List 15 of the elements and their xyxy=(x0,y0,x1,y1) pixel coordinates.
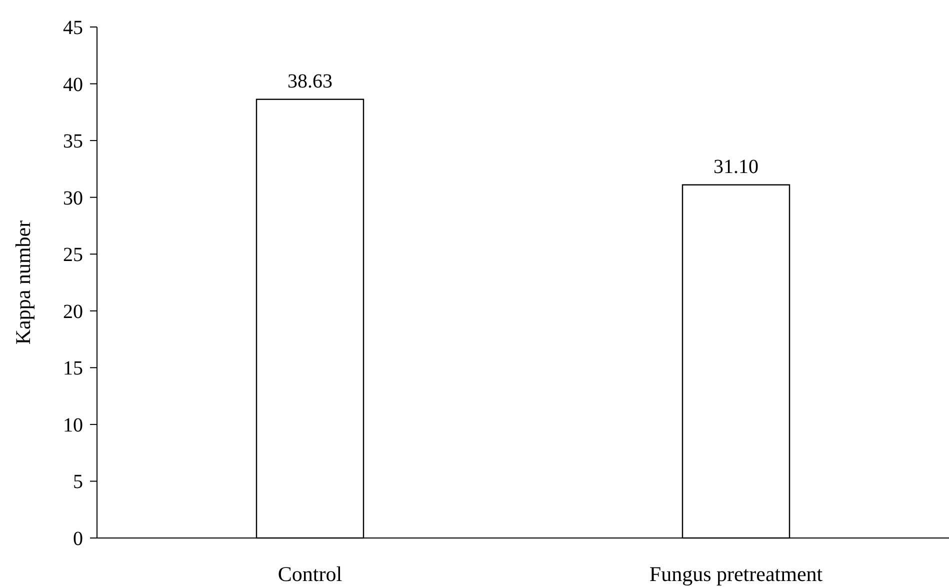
data-label: 31.10 xyxy=(714,156,758,178)
y-tick-label: 20 xyxy=(63,300,83,323)
y-tick-label: 45 xyxy=(63,17,83,39)
y-tick-label: 30 xyxy=(63,187,83,210)
x-tick-label: Control xyxy=(278,562,342,586)
data-label: 38.63 xyxy=(288,70,332,92)
y-tick-label: 15 xyxy=(63,358,83,380)
y-tick-label: 5 xyxy=(73,471,83,494)
x-tick-label: Fungus pretreatment xyxy=(649,562,823,586)
y-tick-label: 25 xyxy=(63,244,83,266)
y-tick-label: 0 xyxy=(73,528,83,550)
y-axis-title: Kappa number xyxy=(11,220,35,345)
y-tick-label: 35 xyxy=(63,130,83,153)
y-tick-label: 40 xyxy=(63,74,83,96)
y-tick-label: 10 xyxy=(63,414,83,436)
